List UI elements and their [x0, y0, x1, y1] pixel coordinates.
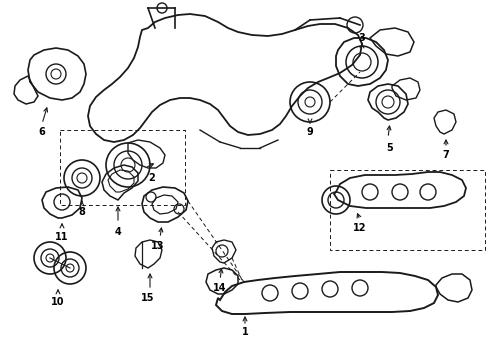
Text: 10: 10: [51, 297, 65, 307]
Text: 6: 6: [39, 127, 46, 137]
Text: 4: 4: [115, 227, 122, 237]
Text: 3: 3: [359, 33, 366, 43]
Text: 14: 14: [213, 283, 227, 293]
Text: 15: 15: [141, 293, 155, 303]
Text: 11: 11: [55, 232, 69, 242]
Text: 9: 9: [307, 127, 314, 137]
Text: 13: 13: [151, 241, 165, 251]
Text: 1: 1: [242, 327, 248, 337]
Text: 5: 5: [387, 143, 393, 153]
Bar: [330, 170, 485, 250]
Text: 8: 8: [78, 207, 85, 217]
Text: 7: 7: [442, 150, 449, 160]
Text: 12: 12: [353, 223, 367, 233]
Bar: [60, 130, 185, 205]
Text: 2: 2: [148, 173, 155, 183]
